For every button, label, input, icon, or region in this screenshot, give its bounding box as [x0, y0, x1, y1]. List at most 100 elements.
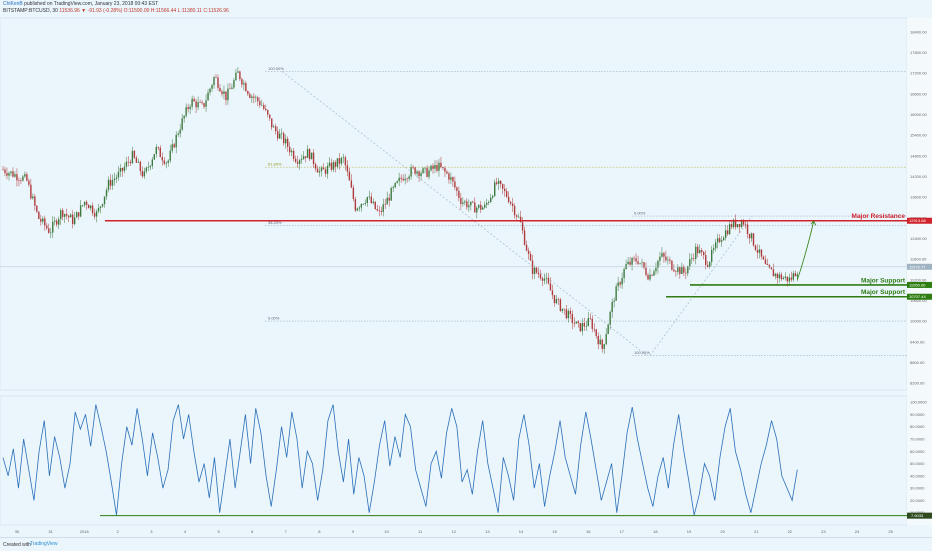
candle-body [281, 133, 283, 134]
candle-body [79, 205, 82, 217]
candle-body [73, 217, 76, 225]
candle-body [127, 161, 130, 163]
candle-body [505, 191, 508, 197]
date-tick-label: 14 [519, 529, 524, 534]
date-tick-label: 24 [855, 529, 860, 534]
candle-body [768, 264, 771, 268]
candle-body [601, 339, 603, 349]
candle-body [201, 102, 203, 104]
candle-body [42, 218, 44, 222]
candle-body [693, 258, 695, 259]
candle-body [404, 178, 406, 181]
date-tick-label: 31 [48, 529, 53, 534]
candle-body [655, 267, 657, 272]
candle-body [8, 173, 10, 176]
candle-body [669, 259, 671, 261]
candle-body [193, 98, 195, 102]
price-tag-label: 11576.77 [909, 264, 926, 269]
candle-body [796, 274, 798, 277]
candle-body [484, 204, 486, 208]
candle-body [589, 318, 591, 319]
candle-body [129, 161, 132, 164]
candle-body [486, 202, 488, 205]
candle-body [494, 182, 496, 196]
candle-body [362, 203, 365, 205]
candle-body [360, 203, 363, 208]
candle-body [241, 79, 243, 85]
candle-body [374, 201, 376, 210]
date-tick-label: 25 [888, 529, 893, 534]
date-tick-label: 23 [821, 529, 826, 534]
candle-body [320, 167, 323, 172]
candle-body [577, 321, 580, 323]
candle-body [177, 133, 179, 135]
candle-body [633, 258, 635, 259]
candle-body [571, 313, 574, 324]
candle-body [312, 152, 315, 165]
candle-body [643, 262, 645, 268]
candle-body [66, 214, 68, 216]
price-axis [907, 18, 932, 525]
candle-body [358, 207, 361, 209]
candle-body [611, 301, 613, 312]
candle-body [581, 323, 584, 332]
chart-header: ChiKenB published on TradingView.com, Ja… [0, 0, 932, 18]
candle-body [24, 174, 26, 177]
candle-body [513, 205, 516, 216]
fib-trend-line [281, 71, 648, 356]
oscillator-tick-label: 30.0000 [910, 486, 925, 491]
candle-body [316, 168, 319, 173]
candle-body [563, 308, 566, 310]
tradingview-logo[interactable]: TradingView [30, 541, 58, 547]
candle-body [734, 219, 737, 228]
date-tick-label: 5 [217, 529, 220, 534]
candle-body [99, 206, 102, 208]
candle-body [326, 166, 329, 174]
date-tick-label: 21 [754, 529, 759, 534]
price-tick-label: 10000.00 [910, 319, 927, 324]
candle-body [621, 278, 623, 285]
price-tick-label: 12400.00 [910, 236, 927, 241]
candle-body [372, 201, 374, 204]
candle-body [239, 71, 241, 80]
candle-body [111, 180, 114, 186]
candle-body [428, 170, 430, 177]
candle-body [251, 96, 253, 98]
candle-body [125, 161, 128, 167]
candle-body [764, 259, 767, 264]
candle-body [535, 267, 538, 273]
author-link[interactable]: ChiKenB [3, 1, 23, 7]
candle-body [786, 276, 789, 282]
candle-body [137, 161, 140, 163]
candle-body [75, 212, 78, 218]
candle-body [187, 107, 189, 110]
candle-body [450, 177, 452, 180]
candle-body [703, 252, 705, 256]
candle-body [388, 197, 390, 201]
candle-body [746, 224, 749, 235]
candle-body [402, 178, 404, 181]
candle-body [145, 167, 148, 172]
candle-body [306, 149, 309, 158]
candle-body [183, 115, 185, 119]
candle-body [143, 171, 146, 177]
candle-body [585, 326, 587, 327]
candle-body [83, 201, 86, 206]
candle-body [243, 83, 245, 85]
candle-body [2, 169, 4, 171]
candle-body [4, 169, 6, 174]
candle-body [758, 249, 761, 253]
candle-body [547, 277, 550, 284]
date-tick-label: 18 [653, 529, 658, 534]
date-tick-label: 6 [251, 529, 254, 534]
candle-body [490, 197, 492, 203]
candle-body [211, 85, 213, 89]
candle-body [157, 147, 159, 148]
candle-body [380, 210, 382, 212]
candle-body [730, 224, 733, 228]
chart-canvas[interactable]: 18400.00 17800.00 17200.00 16600.00 16000.00… [0, 0, 932, 537]
candle-body [153, 154, 155, 160]
candle-body [71, 214, 74, 225]
candle-body [396, 181, 398, 183]
oscillator-tick-label: 100.0000 [910, 400, 927, 405]
